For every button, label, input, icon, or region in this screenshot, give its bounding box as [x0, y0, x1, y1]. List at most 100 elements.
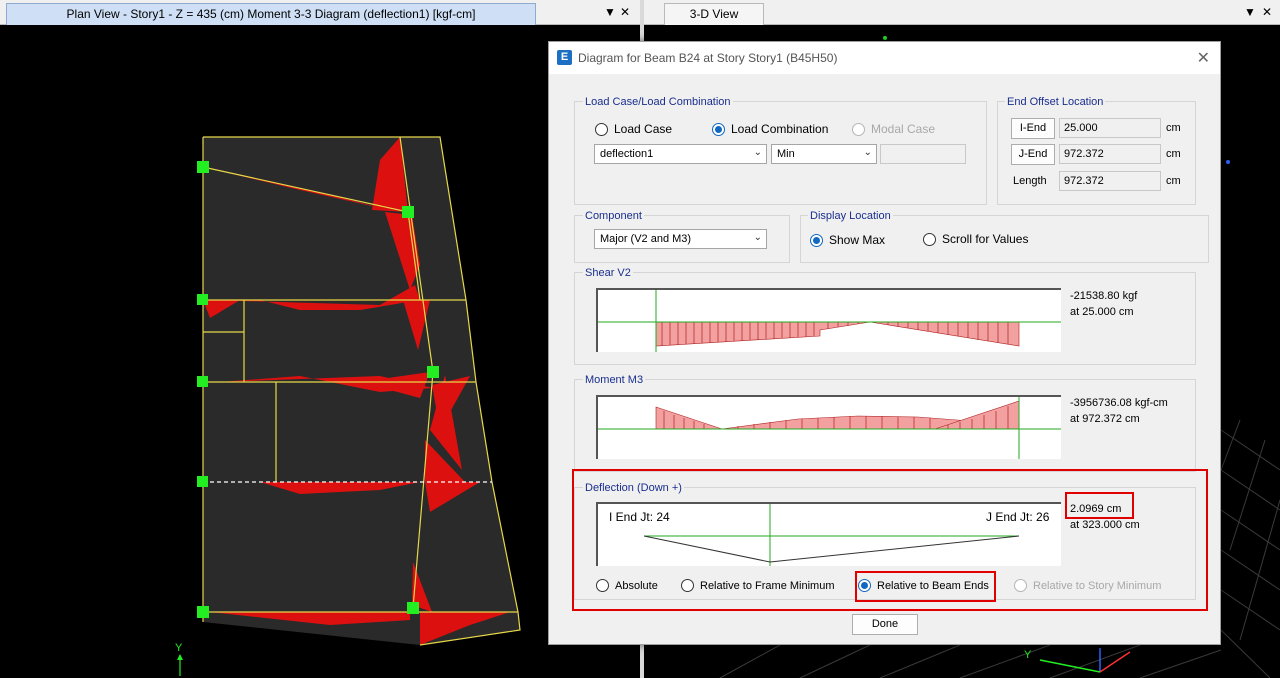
dialog-title: Diagram for Beam B24 at Story Story1 (B4… [578, 51, 838, 65]
plan-view-menu-icon[interactable]: ▼ [604, 5, 616, 19]
moment-diagram-svg [598, 397, 1061, 459]
shear-plot [596, 288, 1061, 352]
radio-dot [1014, 579, 1027, 592]
plan-axis-indicator [177, 654, 183, 676]
dialog-title-bar[interactable]: E Diagram for Beam B24 at Story Story1 (… [549, 42, 1220, 74]
radio-dot [712, 122, 725, 136]
moment-diagram-shape [655, 400, 1020, 430]
radio-label: Relative to Story Minimum [1033, 579, 1162, 592]
radio-dot [810, 233, 823, 247]
deflection-value-highlight [1065, 492, 1134, 519]
deflection-j-end-label: J End Jt: 26 [986, 510, 1050, 524]
radio-label: Absolute [615, 579, 658, 592]
deflection-diagram-svg [643, 504, 1020, 566]
display-location-group [800, 215, 1209, 263]
chevron-down-icon: ⌄ [863, 147, 872, 158]
deflection-readout: 2.0969 cm at 323.000 cm [1070, 501, 1140, 533]
deflection-max-location: at 323.000 cm [1070, 519, 1140, 531]
view3d-axis-indicator [883, 36, 1230, 673]
radio-dot [858, 579, 871, 592]
view3d-header: 3-D View ▼ ✕ [644, 0, 1280, 25]
radio-load-case[interactable]: Load Case [595, 122, 672, 136]
component-select[interactable]: Major (V2 and M3) ⌄ [594, 229, 767, 249]
shear-max-location: at 25.000 cm [1070, 306, 1134, 318]
mode-number-box [880, 144, 966, 164]
radio-dot [681, 579, 694, 592]
plan-view-canvas[interactable]: Y [0, 26, 640, 678]
shear-hatch [661, 322, 1009, 346]
deflection-plot: I End Jt: 24 J End Jt: 26 [596, 502, 1061, 566]
etabs-app-icon: E [557, 50, 572, 65]
load-combination-select[interactable]: deflection1 ⌄ [594, 144, 767, 164]
deflection-highlight-frame [572, 469, 1208, 611]
deflection-group-label: Deflection (Down +) [583, 482, 684, 494]
chevron-down-icon: ⌄ [753, 232, 762, 243]
length-unit: cm [1166, 175, 1181, 187]
moment-group-label: Moment M3 [583, 374, 646, 386]
radio-absolute[interactable]: Absolute [596, 579, 658, 592]
view3d-menu-icon[interactable]: ▼ [1244, 5, 1256, 19]
shear-max-value: -21538.80 kgf [1070, 290, 1138, 302]
moment-plot [596, 395, 1061, 459]
radio-label: Show Max [829, 233, 886, 247]
moment-readout: -3956736.08 kgf-cm at 972.372 cm [1070, 395, 1168, 427]
view3d-grid [719, 419, 1280, 678]
relative-beam-ends-highlight [855, 571, 996, 602]
plan-axis-y-label: Y [175, 642, 183, 654]
shear-diagram-svg [598, 290, 1061, 352]
done-button[interactable]: Done [852, 614, 918, 635]
i-end-button[interactable]: I-End [1011, 118, 1055, 139]
view3d-axis-y-label: Y [1024, 649, 1032, 661]
plan-view-drawing: Y [175, 136, 521, 676]
j-end-value: 972.372 [1059, 144, 1161, 164]
dialog-close-icon[interactable]: ✕ [1196, 50, 1210, 67]
i-end-unit: cm [1166, 122, 1181, 134]
plan-view-close-icon[interactable]: ✕ [620, 5, 631, 19]
display-location-group-label: Display Location [808, 210, 893, 222]
select-value: Min [777, 148, 795, 160]
radio-relative-beam-ends[interactable]: Relative to Beam Ends [858, 579, 989, 592]
length-label: Length [1013, 175, 1047, 187]
shear-group-label: Shear V2 [583, 267, 633, 279]
radio-show-max[interactable]: Show Max [810, 233, 885, 247]
end-offset-group-label: End Offset Location [1005, 96, 1106, 108]
slab-panels [203, 137, 520, 645]
select-value: deflection1 [600, 148, 654, 160]
shear-readout: -21538.80 kgf at 25.000 cm [1070, 288, 1137, 320]
view3d-tab[interactable]: 3-D View [664, 3, 764, 25]
j-end-button[interactable]: J-End [1011, 144, 1055, 165]
radio-label: Scroll for Values [942, 232, 1029, 246]
radio-modal-case[interactable]: Modal Case [852, 122, 935, 136]
radio-dot [852, 122, 865, 136]
plan-view-tab[interactable]: Plan View - Story1 - Z = 435 (cm) Moment… [6, 3, 536, 25]
deflection-i-end-label: I End Jt: 24 [609, 510, 670, 524]
chevron-down-icon: ⌄ [753, 147, 762, 158]
radio-scroll-for-values[interactable]: Scroll for Values [923, 232, 1028, 246]
deflection-curve [643, 535, 1020, 563]
radio-dot [596, 579, 609, 592]
length-value: 972.372 [1059, 171, 1161, 191]
shear-diagram-shape [655, 321, 1020, 347]
load-case-group-label: Load Case/Load Combination [583, 96, 733, 108]
radio-dot [923, 232, 936, 246]
moment-hatch [663, 406, 1009, 429]
plan-view-header: Plan View - Story1 - Z = 435 (cm) Moment… [0, 0, 640, 25]
radio-dot [595, 122, 608, 136]
joints [197, 161, 439, 618]
radio-load-combination[interactable]: Load Combination [712, 122, 828, 136]
radio-label: Relative to Frame Minimum [700, 579, 835, 592]
j-end-unit: cm [1166, 148, 1181, 160]
select-value: Major (V2 and M3) [600, 233, 692, 245]
radio-label: Load Case [614, 122, 673, 136]
deflection-max-value: 2.0969 cm [1070, 503, 1122, 515]
component-group-label: Component [583, 210, 644, 222]
radio-label: Load Combination [731, 122, 829, 136]
extreme-select[interactable]: Min ⌄ [771, 144, 877, 164]
radio-relative-story-minimum[interactable]: Relative to Story Minimum [1014, 579, 1161, 592]
i-end-value: 25.000 [1059, 118, 1161, 138]
radio-label: Relative to Beam Ends [877, 579, 989, 592]
view3d-close-icon[interactable]: ✕ [1262, 5, 1273, 19]
view3d-drawing: Y [719, 36, 1280, 678]
radio-relative-frame-minimum[interactable]: Relative to Frame Minimum [681, 579, 834, 592]
